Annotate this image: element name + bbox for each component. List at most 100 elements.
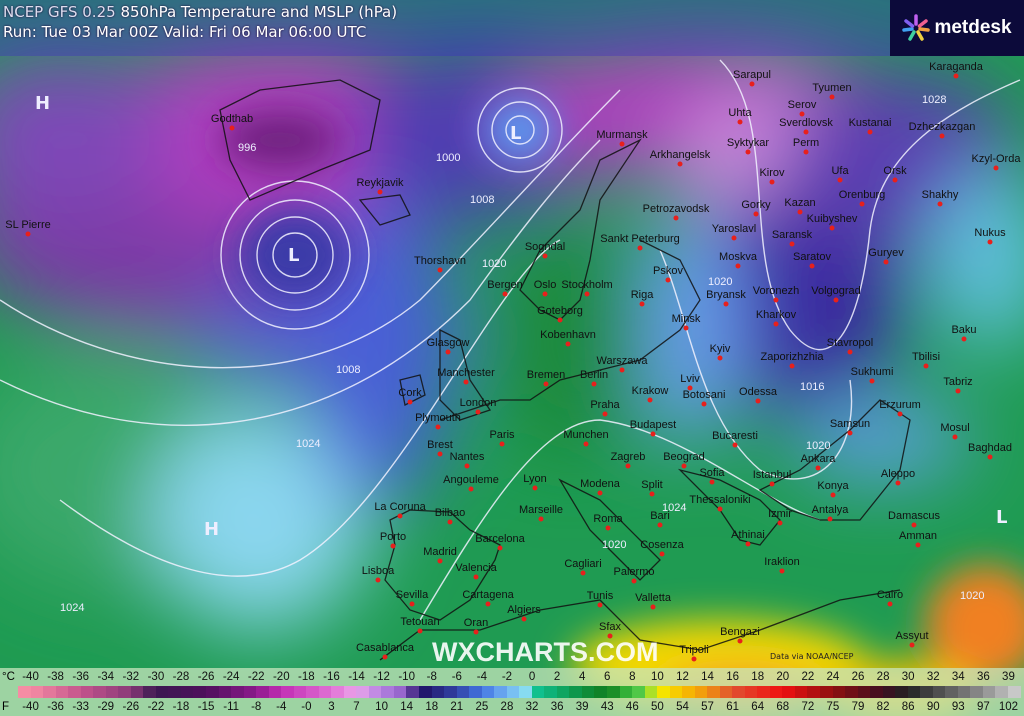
fahrenheit-tick-label: 97	[976, 701, 990, 713]
city-marker	[773, 321, 779, 327]
color-swatch	[619, 686, 633, 698]
city-label: Tetouan	[400, 616, 440, 628]
city-label: Kirov	[759, 167, 785, 179]
city-label: Tabriz	[943, 376, 973, 388]
color-swatch	[431, 686, 445, 698]
city-marker	[809, 263, 815, 269]
color-swatch	[707, 686, 720, 698]
city-marker	[463, 379, 469, 385]
city-marker	[847, 430, 853, 436]
city-label: Casablanca	[355, 642, 415, 654]
city-marker	[895, 480, 901, 486]
color-swatch	[982, 686, 996, 698]
city-label: Samsun	[829, 418, 871, 430]
city-label: Orenburg	[838, 189, 886, 201]
city-marker	[815, 465, 821, 471]
city-label: Bryansk	[706, 289, 746, 301]
city-label: Madrid	[423, 546, 457, 558]
color-swatch	[494, 686, 507, 698]
color-swatch	[907, 686, 921, 698]
city-marker	[897, 411, 903, 417]
color-swatch	[393, 686, 407, 698]
city-marker	[390, 543, 396, 549]
color-swatch	[481, 686, 495, 698]
fahrenheit-tick-label: 72	[801, 701, 815, 713]
color-swatch	[343, 686, 357, 698]
celsius-tick-label: 24	[826, 671, 840, 683]
city-label: Bremen	[526, 369, 566, 381]
city-label: Saratov	[793, 251, 831, 263]
city-label: Split	[641, 479, 663, 491]
city-marker	[883, 259, 889, 265]
city-marker	[659, 551, 665, 557]
city-label: Orsk	[883, 165, 907, 177]
celsius-tick-label: -40	[22, 671, 39, 683]
logo-text: metdesk	[934, 17, 1012, 38]
city-marker	[542, 291, 548, 297]
city-label: Kazan	[784, 197, 816, 209]
city-label: Goteborg	[537, 305, 583, 317]
city-label: Istanbul	[752, 469, 792, 481]
city-marker	[437, 267, 443, 273]
city-label: Cagliari	[564, 558, 602, 570]
color-swatch	[268, 686, 282, 698]
city-label: Stavropol	[826, 337, 874, 349]
city-marker	[229, 125, 235, 131]
city-label: Lisboa	[361, 565, 395, 577]
celsius-tick-label: -8	[426, 671, 437, 683]
fahrenheit-tick-label: 68	[776, 701, 790, 713]
city-marker	[437, 558, 443, 564]
celsius-tick-label: 36	[976, 671, 990, 683]
city-marker	[953, 73, 959, 79]
city-marker	[650, 431, 656, 437]
low-pressure-marker: L	[288, 245, 300, 266]
city-marker	[565, 341, 571, 347]
city-marker	[769, 481, 775, 487]
city-marker	[731, 235, 737, 241]
city-label: Baku	[951, 324, 977, 336]
city-label: Tunis	[586, 590, 614, 602]
fahrenheit-tick-label: -18	[172, 701, 190, 713]
color-swatch	[281, 686, 294, 698]
city-label: Damascus	[888, 510, 940, 522]
city-label: Amman	[899, 530, 937, 542]
color-swatch	[469, 686, 482, 698]
city-marker	[435, 424, 441, 430]
celsius-tick-label: 0	[528, 671, 536, 683]
city-label: Aleppo	[880, 468, 916, 480]
color-swatch	[506, 686, 520, 698]
celsius-tick-label: -18	[298, 671, 315, 683]
city-marker	[605, 525, 611, 531]
city-label: Tyumen	[812, 82, 852, 94]
city-marker	[619, 141, 625, 147]
city-label: Bilbao	[434, 507, 466, 519]
city-label: Antalya	[811, 504, 849, 516]
city-label: Roma	[593, 513, 623, 525]
fahrenheit-tick-label: -22	[147, 701, 165, 713]
fahrenheit-tick-label: 79	[851, 701, 865, 713]
city-label: Botosani	[682, 389, 726, 401]
run-valid-line: Run: Tue 03 Mar 00Z Valid: Fri 06 Mar 06…	[3, 23, 367, 41]
isobar-label: 1016	[800, 381, 825, 393]
color-swatch	[155, 686, 169, 698]
isobar-label: 1024	[60, 602, 85, 614]
high-pressure-marker: H	[204, 519, 220, 540]
city-marker	[665, 277, 671, 283]
city-label: Minsk	[671, 313, 701, 325]
celsius-tick-label: 6	[604, 671, 611, 683]
fahrenheit-tick-label: 64	[751, 701, 765, 713]
low-pressure-marker: L	[510, 123, 522, 144]
city-label: Warszawa	[596, 355, 648, 367]
fahrenheit-tick-label: 82	[876, 701, 890, 713]
color-swatch	[719, 686, 733, 698]
city-marker	[521, 616, 527, 622]
city-marker	[631, 578, 637, 584]
color-swatch	[205, 686, 219, 698]
city-label: Tbilisi	[911, 351, 941, 363]
city-label: Sukhumi	[850, 366, 894, 378]
fahrenheit-tick-label: 3	[328, 701, 335, 713]
city-marker	[647, 397, 653, 403]
city-label: Thorshavn	[414, 255, 466, 267]
city-marker	[445, 349, 451, 355]
color-swatch	[820, 686, 833, 698]
